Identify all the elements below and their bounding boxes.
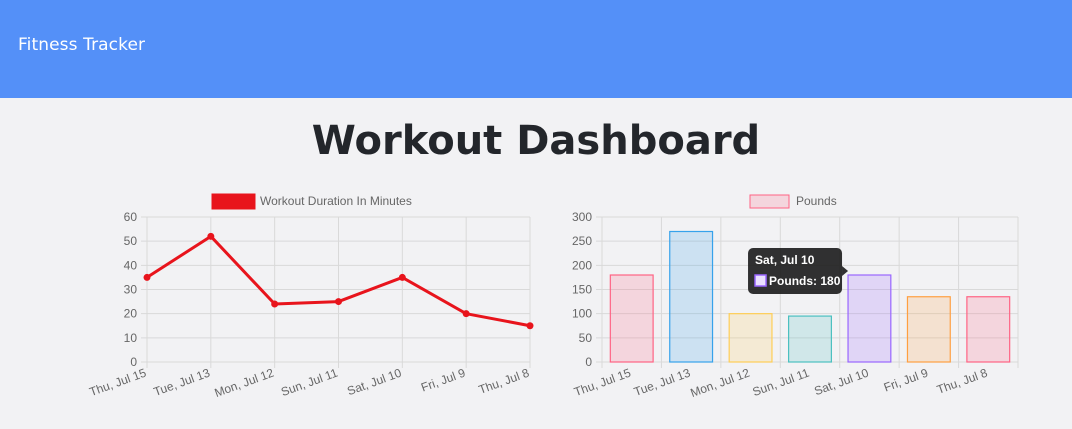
x-tick-label: Mon, Jul 12 [689, 366, 752, 400]
x-tick-label: Fri, Jul 9 [419, 366, 467, 395]
x-tick-label: Thu, Jul 8 [935, 366, 990, 397]
data-point [398, 273, 406, 281]
y-tick-label: 40 [124, 258, 138, 272]
legend-label: Workout Duration In Minutes [260, 194, 412, 208]
y-tick-label: 60 [124, 210, 138, 224]
workout-duration-chart[interactable]: Workout Duration In Minutes 60 50 40 30 20 10 0… [0, 185, 536, 415]
data-point [207, 232, 215, 240]
tooltip-box [748, 248, 843, 294]
y-tick-label: 200 [572, 258, 592, 272]
x-tick-label: Sun, Jul 11 [751, 366, 812, 399]
tooltip-label: Pounds: 180 [769, 274, 841, 288]
y-tick-label: 250 [572, 234, 592, 248]
bar [966, 296, 1011, 363]
x-tick-label: Tue, Jul 13 [152, 366, 212, 399]
data-point [271, 300, 279, 308]
legend-label: Pounds [796, 194, 837, 208]
bar [906, 296, 951, 363]
legend-swatch [211, 193, 256, 210]
x-tick-label: Sun, Jul 11 [279, 366, 340, 399]
legend-swatch [749, 194, 790, 209]
bar [788, 315, 832, 363]
x-tick-label: Thu, Jul 15 [87, 366, 148, 400]
data-point [143, 273, 151, 281]
data-point [335, 298, 342, 306]
y-tick-label: 0 [585, 355, 592, 369]
x-tick-label: Thu, Jul 15 [572, 366, 633, 400]
tooltip-title: Sat, Jul 10 [755, 253, 815, 267]
bar [728, 313, 773, 363]
tooltip-swatch-fill [755, 275, 767, 286]
y-tick-label: 100 [572, 307, 592, 321]
y-tick-label: 150 [572, 283, 592, 297]
y-tick-label: 20 [124, 307, 138, 321]
y-tick-label: 300 [572, 210, 592, 224]
x-tick-label: Sat, Jul 10 [812, 366, 870, 399]
x-tick-label: Tue, Jul 13 [632, 366, 692, 399]
y-tick-label: 30 [124, 283, 138, 297]
y-tick-label: 10 [124, 331, 138, 345]
bar [847, 274, 892, 363]
tooltip: Sat, Jul 10 Pounds: 180 [748, 248, 849, 294]
y-tick-label: 50 [579, 331, 593, 345]
x-tick-label: Sat, Jul 10 [345, 366, 403, 399]
x-tick-label: Mon, Jul 12 [213, 366, 276, 400]
data-point [462, 310, 470, 318]
y-tick-label: 0 [130, 355, 137, 369]
tooltip-caret [842, 266, 849, 276]
bar [609, 274, 654, 363]
x-tick-label: Fri, Jul 9 [882, 366, 930, 395]
data-point [526, 322, 534, 330]
brand-link[interactable]: Fitness Tracker [18, 35, 146, 55]
page-title: Workout Dashboard [311, 118, 761, 164]
navbar: Fitness Tracker [0, 0, 1072, 98]
tooltip-swatch [754, 274, 767, 287]
x-tick-label: Thu, Jul 8 [477, 366, 532, 397]
y-tick-label: 50 [124, 234, 138, 248]
bar [669, 230, 714, 363]
